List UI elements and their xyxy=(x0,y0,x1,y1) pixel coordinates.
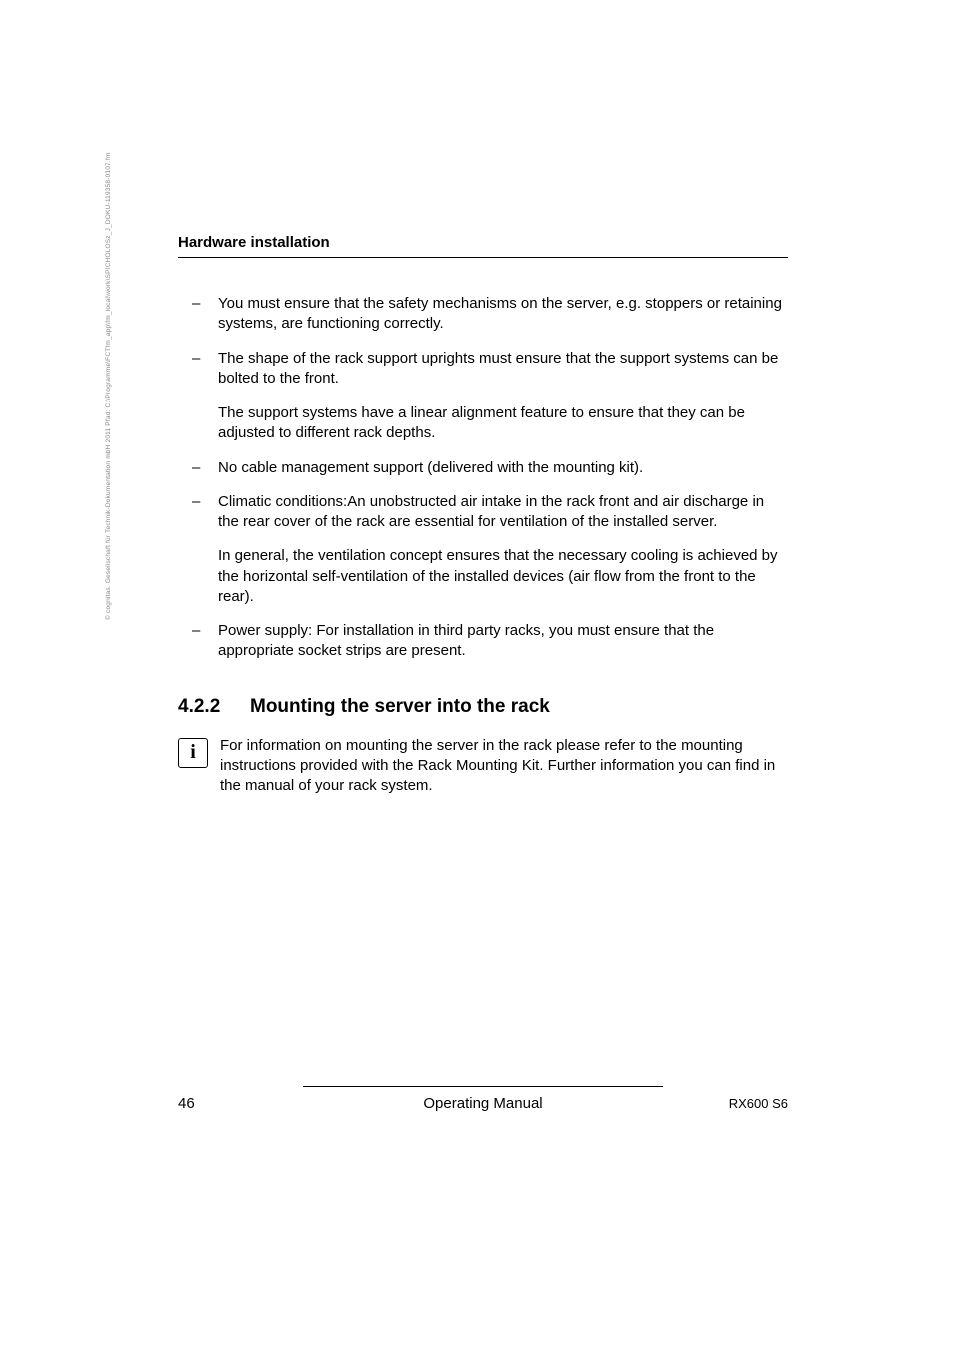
page-header-title: Hardware installation xyxy=(178,234,788,258)
footer-row: 46 Operating Manual RX600 S6 xyxy=(178,1095,788,1112)
section-number: 4.2.2 xyxy=(178,696,250,718)
bullet-list: You must ensure that the safety mechanis… xyxy=(192,294,788,662)
list-item-text: You must ensure that the safety mechanis… xyxy=(218,295,782,332)
section-title: Mounting the server into the rack xyxy=(250,696,550,717)
section-heading: 4.2.2Mounting the server into the rack xyxy=(178,696,788,718)
list-item: Power supply: For installation in third … xyxy=(192,621,788,662)
list-item-text: Climatic conditions:An unobstructed air … xyxy=(218,493,764,530)
list-item-text: No cable management support (delivered w… xyxy=(218,459,643,476)
list-item-subparagraph: In general, the ventilation concept ensu… xyxy=(218,546,788,607)
info-note: i For information on mounting the server… xyxy=(178,736,788,797)
list-item-subparagraph: The support systems have a linear alignm… xyxy=(218,403,788,444)
footer-rule xyxy=(303,1086,663,1087)
page-footer: 46 Operating Manual RX600 S6 xyxy=(178,1086,788,1112)
list-item: No cable management support (delivered w… xyxy=(192,458,788,478)
info-note-text: For information on mounting the server i… xyxy=(220,736,788,797)
footer-model: RX600 S6 xyxy=(729,1096,788,1111)
content-area: Hardware installation You must ensure th… xyxy=(178,234,788,796)
page: © cognitas. Gesellschaft für Technik-Dok… xyxy=(0,0,954,1351)
info-icon: i xyxy=(178,738,208,768)
footer-center-text: Operating Manual xyxy=(423,1095,542,1112)
footer-page-number: 46 xyxy=(178,1095,195,1112)
list-item: Climatic conditions:An unobstructed air … xyxy=(192,492,788,607)
list-item-text: Power supply: For installation in third … xyxy=(218,622,714,659)
side-metadata-text: © cognitas. Gesellschaft für Technik-Dok… xyxy=(105,153,112,620)
list-item: You must ensure that the safety mechanis… xyxy=(192,294,788,335)
list-item-text: The shape of the rack support uprights m… xyxy=(218,350,778,387)
list-item: The shape of the rack support uprights m… xyxy=(192,349,788,444)
